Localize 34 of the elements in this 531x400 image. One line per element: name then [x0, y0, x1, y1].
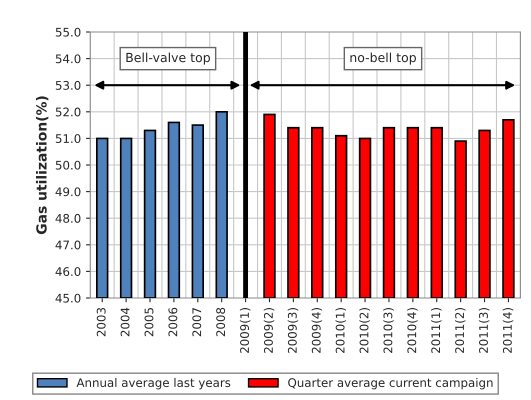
- y-tick-label: 53.0: [56, 80, 80, 90]
- y-tick-label: 52.0: [56, 108, 80, 116]
- x-tick-label: 2010(4): [407, 308, 418, 353]
- annotation: Bell-valve top: [126, 52, 210, 65]
- x-tick-label: 2011(4): [502, 308, 514, 353]
- x-tick-label: 2003: [96, 308, 106, 336]
- x-tick-label: 2010(2): [359, 308, 370, 353]
- y-tick-label: 47.0: [56, 240, 80, 250]
- x-tick-label: 2009(3): [288, 308, 298, 353]
- x-tick-label: 2009(1): [240, 308, 250, 353]
- y-tick-label: 55.0: [56, 28, 80, 37]
- x-tick-label: 2008: [216, 308, 226, 336]
- y-tick-label: 46.0: [56, 267, 80, 276]
- y-tick-label: 48.0: [56, 214, 80, 223]
- y-tick-label: 49.0: [56, 187, 80, 196]
- x-tick-label: 2011(3): [478, 308, 490, 353]
- x-tick-label: 2006: [168, 308, 178, 336]
- legend-label: Quarter average current campaign: [288, 378, 493, 390]
- y-tick-label: 50.0: [56, 160, 80, 170]
- y-tick-label: 54.0: [56, 54, 80, 64]
- y-tick-label: 51.0: [56, 134, 80, 144]
- x-tick-label: 2010(1): [335, 308, 346, 353]
- x-tick-label: 2004: [120, 308, 130, 336]
- x-tick-label: 2011(1): [431, 308, 442, 353]
- annotation: no-bell top: [350, 52, 416, 65]
- x-tick-label: 2009(4): [312, 308, 322, 353]
- x-tick-label: 2007: [192, 308, 202, 336]
- y-axis-title: Gas utilization(%): [36, 96, 48, 234]
- x-tick-label: 2010(3): [383, 308, 394, 353]
- x-tick-label: 2009(2): [264, 308, 274, 353]
- legend-label: Annual average last years: [76, 378, 230, 390]
- x-tick-label: 2005: [144, 308, 154, 336]
- y-tick-label: 45.0: [56, 294, 80, 303]
- x-tick-label: 2011(2): [454, 308, 466, 353]
